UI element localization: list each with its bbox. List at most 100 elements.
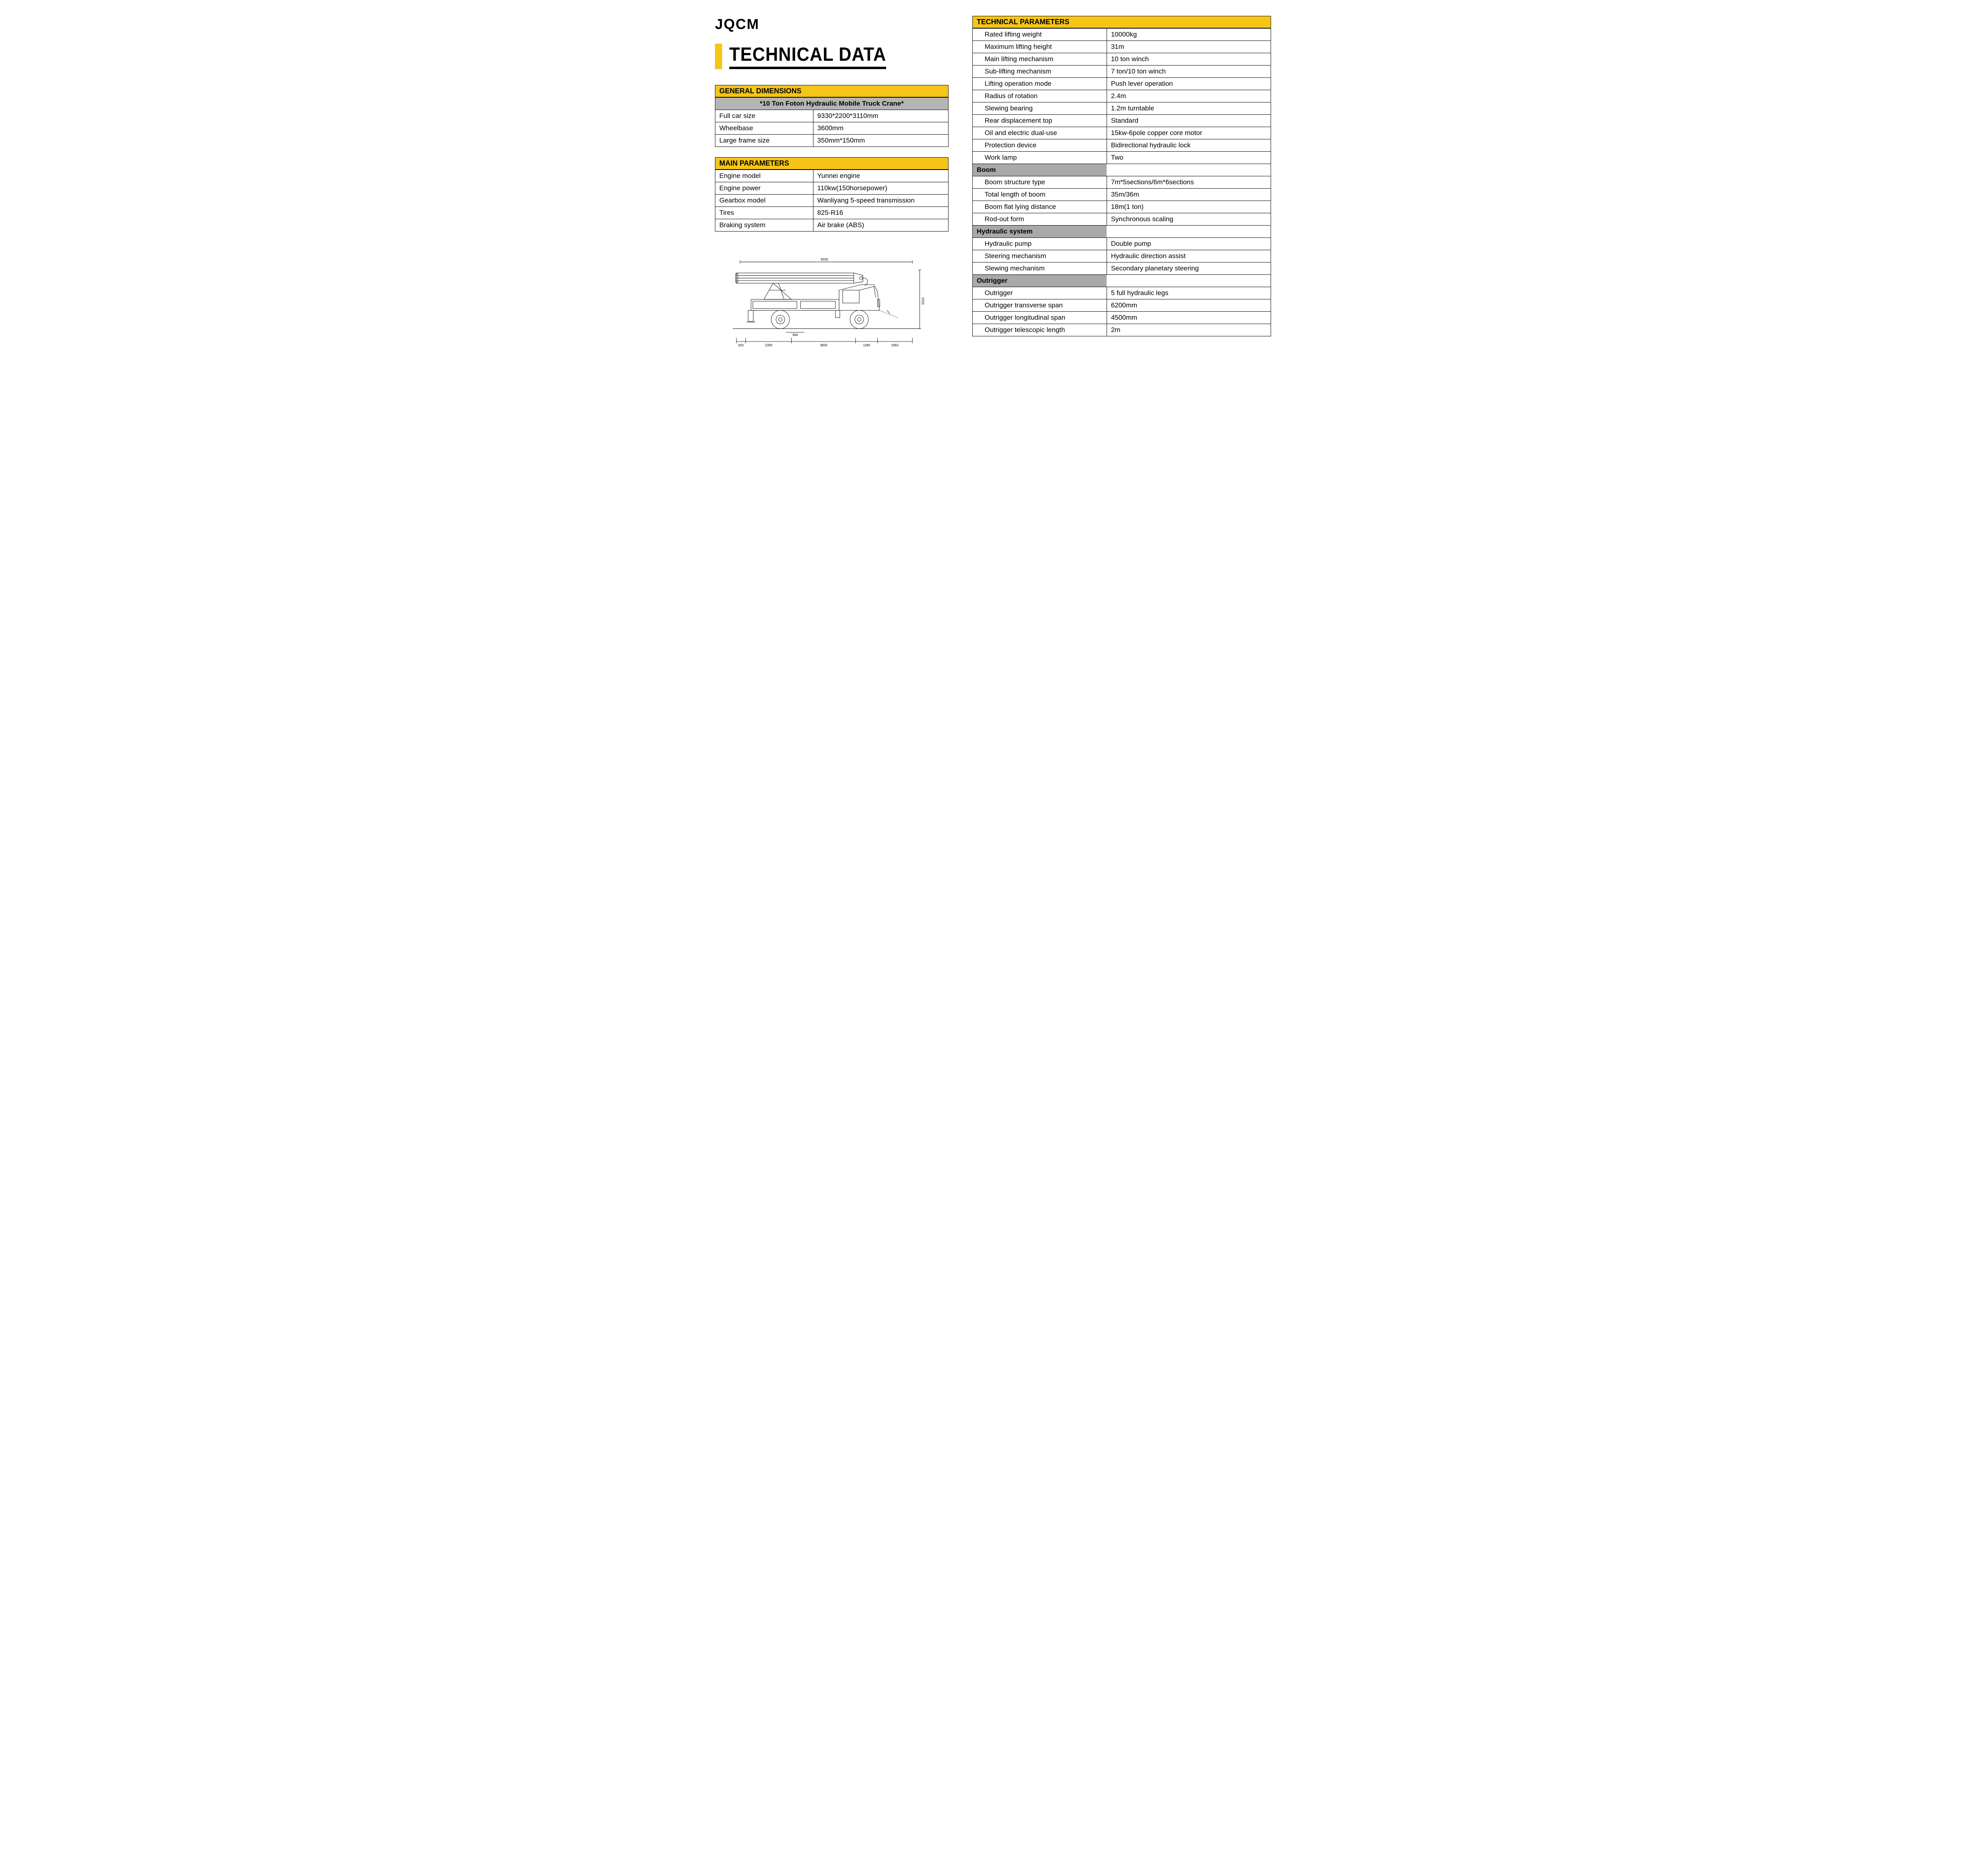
spec-table: *10 Ton Foton Hydraulic Mobile Truck Cra… <box>715 97 949 147</box>
spec-value: Air brake (ABS) <box>813 219 948 232</box>
spec-label: Oil and electric dual-use <box>973 127 1107 139</box>
spec-value: 110kw(150horsepower) <box>813 182 948 195</box>
spec-value: Hydraulic direction assist <box>1107 250 1271 262</box>
spec-label: Sub-lifting mechanism <box>973 66 1107 78</box>
spec-value: 35m/36m <box>1107 189 1271 201</box>
truck-diagram: 9330 <box>715 255 949 353</box>
table-row: Boom flat lying distance18m(1 ton) <box>973 201 1271 213</box>
table-row: Wheelbase3600mm <box>715 122 949 135</box>
spec-value: 10000kg <box>1107 29 1271 41</box>
table-row: Lifting operation modePush lever operati… <box>973 78 1271 90</box>
spec-value: 7m*5sections/6m*6sections <box>1107 176 1271 189</box>
table-row: Large frame size350mm*150mm <box>715 135 949 147</box>
spec-label: Outrigger telescopic length <box>973 324 1107 336</box>
section-header: GENERAL DIMENSIONS <box>715 85 949 97</box>
page: JQCM TECHNICAL DATA GENERAL DIMENSIONS*1… <box>715 16 1271 353</box>
spec-label: Boom flat lying distance <box>973 201 1107 213</box>
dim-b4: 1962 <box>891 343 899 347</box>
spec-label: Engine power <box>715 182 813 195</box>
spec-table-block: MAIN PARAMETERSEngine modelYunnei engine… <box>715 157 949 232</box>
spec-label: Main lifting mechanism <box>973 53 1107 66</box>
title-block: TECHNICAL DATA <box>715 44 949 69</box>
dim-top: 9330 <box>821 257 828 261</box>
spec-value: Double pump <box>1107 238 1271 250</box>
spec-label: Braking system <box>715 219 813 232</box>
table-row: Main lifting mechanism10 ton winch <box>973 53 1271 66</box>
table-row: Total length of boom35m/36m <box>973 189 1271 201</box>
spec-value: 350mm*150mm <box>813 135 948 147</box>
table-row: Protection deviceBidirectional hydraulic… <box>973 139 1271 152</box>
title-text: TECHNICAL DATA <box>729 44 886 69</box>
spec-label: Lifting operation mode <box>973 78 1107 90</box>
table-row: Braking systemAir brake (ABS) <box>715 219 949 232</box>
dim-b0: 263 <box>738 343 744 347</box>
subsection-spacer <box>1107 226 1271 238</box>
table-row: Outrigger longitudinal span4500mm <box>973 312 1271 324</box>
spec-label: Large frame size <box>715 135 813 147</box>
spec-label: Steering mechanism <box>973 250 1107 262</box>
table-row: Oil and electric dual-use15kw-6pole copp… <box>973 127 1271 139</box>
spec-value: Two <box>1107 152 1271 164</box>
spec-value: 9330*2200*3110mm <box>813 110 948 122</box>
spec-value: Secondary planetary steering <box>1107 262 1271 275</box>
spec-value: 15kw-6pole copper core motor <box>1107 127 1271 139</box>
spec-label: Gearbox model <box>715 195 813 207</box>
left-tables: GENERAL DIMENSIONS*10 Ton Foton Hydrauli… <box>715 85 949 232</box>
spec-value: 6200mm <box>1107 299 1271 312</box>
spec-value: 825-R16 <box>813 207 948 219</box>
spec-label: Outrigger transverse span <box>973 299 1107 312</box>
table-row: Maximum lifting height31m <box>973 41 1271 53</box>
subsection-label: Boom <box>973 164 1107 176</box>
subsection-spacer <box>1107 164 1271 176</box>
spec-label: Outrigger <box>973 287 1107 299</box>
title-underline <box>729 67 886 69</box>
spec-value: 5 full hydraulic legs <box>1107 287 1271 299</box>
table-row: Full car size9330*2200*3110mm <box>715 110 949 122</box>
spec-value: 10 ton winch <box>1107 53 1271 66</box>
table-row: Tires825-R16 <box>715 207 949 219</box>
table-row: Outrigger5 full hydraulic legs <box>973 287 1271 299</box>
table-row: Rear displacement topStandard <box>973 115 1271 127</box>
section-header: MAIN PARAMETERS <box>715 157 949 170</box>
tech-params-table: Rated lifting weight10000kgMaximum lifti… <box>972 28 1271 336</box>
table-row: Sub-lifting mechanism7 ton/10 ton winch <box>973 66 1271 78</box>
technical-parameters-block: TECHNICAL PARAMETERS Rated lifting weigh… <box>972 16 1271 336</box>
spec-value: Standard <box>1107 115 1271 127</box>
table-row: Boom structure type7m*5sections/6m*6sect… <box>973 176 1271 189</box>
subsection-label: Outrigger <box>973 275 1107 287</box>
spec-value: 2m <box>1107 324 1271 336</box>
table-row: Engine power110kw(150horsepower) <box>715 182 949 195</box>
spec-label: Wheelbase <box>715 122 813 135</box>
spec-label: Tires <box>715 207 813 219</box>
left-column: JQCM TECHNICAL DATA GENERAL DIMENSIONS*1… <box>715 16 949 353</box>
table-row: Hydraulic pumpDouble pump <box>973 238 1271 250</box>
spec-label: Engine model <box>715 170 813 182</box>
spec-label: Hydraulic pump <box>973 238 1107 250</box>
spec-value: Wanliyang 5-speed transmission <box>813 195 948 207</box>
tech-params-header: TECHNICAL PARAMETERS <box>972 16 1271 28</box>
spec-label: Full car size <box>715 110 813 122</box>
dim-b1: 2300 <box>765 343 773 347</box>
spec-value: 31m <box>1107 41 1271 53</box>
spec-label: Rod-out form <box>973 213 1107 226</box>
brand-logo: JQCM <box>715 16 949 33</box>
table-row: Steering mechanismHydraulic direction as… <box>973 250 1271 262</box>
subsection-row: Outrigger <box>973 275 1271 287</box>
table-row: Work lampTwo <box>973 152 1271 164</box>
spec-label: Rear displacement top <box>973 115 1107 127</box>
spec-label: Maximum lifting height <box>973 41 1107 53</box>
spec-table-block: GENERAL DIMENSIONS*10 Ton Foton Hydrauli… <box>715 85 949 147</box>
spec-value: 18m(1 ton) <box>1107 201 1271 213</box>
spec-label: Outrigger longitudinal span <box>973 312 1107 324</box>
truck-svg: 9330 <box>728 255 935 351</box>
table-row: Rated lifting weight10000kg <box>973 29 1271 41</box>
spec-label: Protection device <box>973 139 1107 152</box>
spec-label: Boom structure type <box>973 176 1107 189</box>
spec-value: 1.2m turntable <box>1107 102 1271 115</box>
spec-value: Yunnei engine <box>813 170 948 182</box>
spec-value: Bidirectional hydraulic lock <box>1107 139 1271 152</box>
spec-value: 2.4m <box>1107 90 1271 102</box>
subsection-row: Boom <box>973 164 1271 176</box>
subsection-spacer <box>1107 275 1271 287</box>
spec-label: Slewing bearing <box>973 102 1107 115</box>
